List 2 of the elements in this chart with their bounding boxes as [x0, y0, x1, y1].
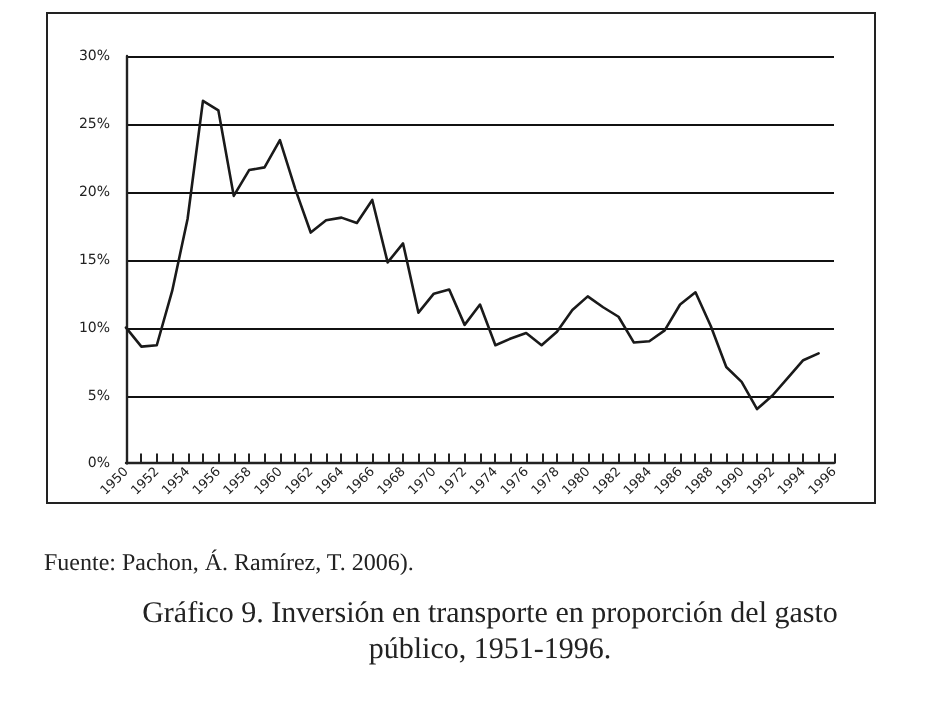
source-note: Fuente: Pachon, Á. Ramírez, T. 2006). [44, 548, 414, 578]
text: Gráfico 9. Inversión en transporte en proporción del gasto público, 1951-1996. [140, 596, 840, 668]
